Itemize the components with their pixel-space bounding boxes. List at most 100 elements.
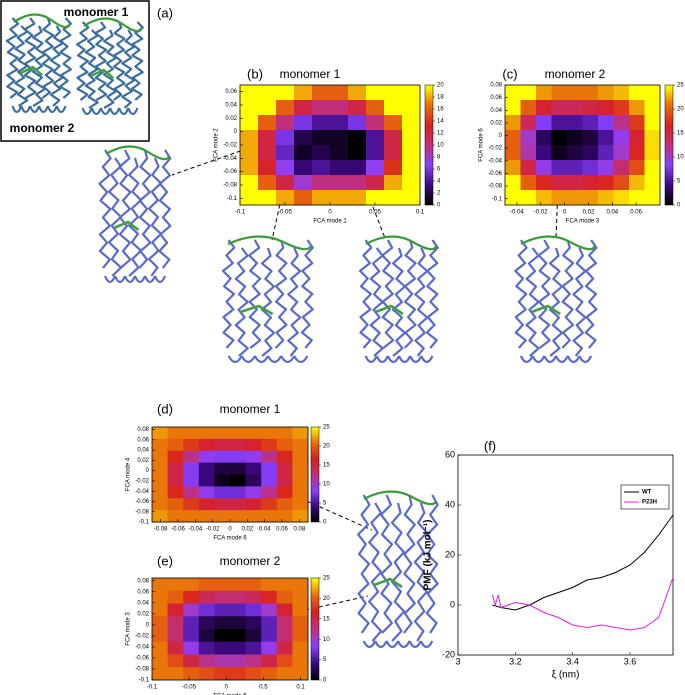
heat-cell — [366, 130, 385, 146]
heat-cell — [294, 175, 313, 191]
x-tick-label: -0.08 — [154, 527, 168, 533]
heat-cell — [330, 85, 349, 101]
heat-cell — [167, 667, 184, 681]
y-tick-label: -0.08 — [223, 183, 237, 189]
helix — [260, 247, 276, 357]
heat-cell — [276, 175, 295, 191]
y-tick-label: 0 — [146, 622, 150, 628]
heat-cell — [582, 145, 599, 161]
heat-cell — [258, 85, 277, 101]
heat-cell — [536, 190, 552, 206]
helix — [221, 239, 236, 349]
heat-cell — [629, 130, 645, 146]
loop — [227, 235, 312, 251]
heat-cell — [198, 498, 215, 511]
heat-cell — [261, 654, 278, 668]
loop — [253, 355, 269, 364]
heat-cell — [183, 474, 200, 487]
loop — [108, 107, 121, 116]
heat-cell — [644, 85, 661, 101]
heat-cell — [167, 486, 184, 499]
x-tick-label: 0.05 — [369, 210, 381, 216]
heat-cell — [505, 100, 521, 116]
y-tick-label: 0 — [146, 468, 150, 474]
heat-cell — [330, 145, 349, 161]
heat-cell — [384, 190, 403, 206]
heat-cell — [230, 474, 246, 487]
heat-cell — [567, 190, 583, 206]
y-tick-label: 0.06 — [137, 589, 149, 595]
heat-cell — [551, 145, 568, 161]
colorbar-tick-label: 0 — [323, 678, 327, 684]
heat-cell — [276, 667, 293, 681]
heat-cell — [240, 160, 259, 176]
heat-cell — [240, 115, 259, 131]
heat-cell — [613, 115, 630, 131]
colorbar-tick-label: 2 — [437, 191, 441, 197]
heat-cell — [183, 498, 200, 511]
x-tick-label: 3.6 — [624, 656, 637, 666]
colorbar-tick-label: 10 — [323, 637, 330, 643]
y-tick-label: 0.04 — [225, 103, 237, 109]
heat-cell — [551, 190, 568, 206]
colorbar-tick-label: 25 — [323, 576, 330, 582]
heat-cell — [183, 641, 200, 655]
panel-letter: (e) — [157, 553, 173, 568]
heat-cell — [613, 145, 630, 161]
y-tick-label: 0.02 — [490, 120, 502, 126]
heat-cell — [312, 145, 331, 161]
loop — [99, 107, 112, 116]
heat-cell — [366, 175, 385, 191]
heat-cell — [292, 462, 309, 475]
chart-title: monomer 1 — [280, 67, 341, 81]
heat-cell — [245, 641, 262, 655]
heat-cell — [214, 474, 231, 487]
colorbar-tick-label: 0 — [323, 520, 327, 526]
colorbar-tick-label: 15 — [677, 131, 684, 137]
loop — [83, 17, 143, 33]
heat-cell — [152, 578, 168, 592]
heat-cell — [644, 160, 661, 176]
heat-cell — [598, 145, 614, 161]
heat-cell — [567, 130, 583, 146]
x-tick-label: -0.05 — [278, 210, 292, 216]
heat-cell — [294, 145, 313, 161]
heat-cell — [230, 590, 246, 604]
heat-cell — [613, 160, 630, 176]
helix — [112, 21, 126, 101]
y-tick-label: -0.06 — [488, 171, 502, 177]
y-tick-label: 0.02 — [137, 458, 149, 464]
helix — [118, 149, 132, 269]
x-axis-label: FCA mode 6 — [213, 536, 247, 542]
y-tick-label: -0.1 — [139, 678, 150, 684]
y-tick-label: -0.1 — [227, 196, 238, 202]
panel-a-label: monomer 1 — [64, 5, 129, 19]
heat-cell — [366, 85, 385, 101]
x-tick-label: -0.05 — [182, 685, 196, 691]
x-tick-label: 0 — [563, 210, 567, 216]
y-tick-label: 0.06 — [225, 89, 237, 95]
heat-cell — [230, 603, 246, 617]
helix — [379, 494, 393, 634]
heat-cell — [402, 115, 421, 131]
heat-cell — [183, 578, 200, 592]
x-tick-label: 0.1 — [296, 685, 305, 691]
heat-cell — [505, 145, 521, 161]
loop — [90, 68, 115, 79]
y-tick-label: 0.08 — [137, 427, 149, 433]
heat-cell — [520, 100, 537, 116]
heat-cell — [152, 590, 168, 604]
helix — [5, 17, 20, 99]
heat-cell — [230, 450, 246, 464]
heat-cell — [536, 175, 552, 191]
heat-cell — [536, 100, 552, 116]
heat-cell — [152, 462, 168, 475]
chart-title: monomer 2 — [545, 67, 606, 81]
heat-cell — [245, 474, 262, 487]
heat-cell — [245, 450, 262, 464]
x-tick-label: 0.5 — [259, 685, 268, 691]
helix — [368, 502, 383, 642]
x-tick-label: 3.2 — [509, 656, 522, 666]
heat-cell — [551, 100, 568, 116]
heat-cell — [384, 130, 403, 146]
